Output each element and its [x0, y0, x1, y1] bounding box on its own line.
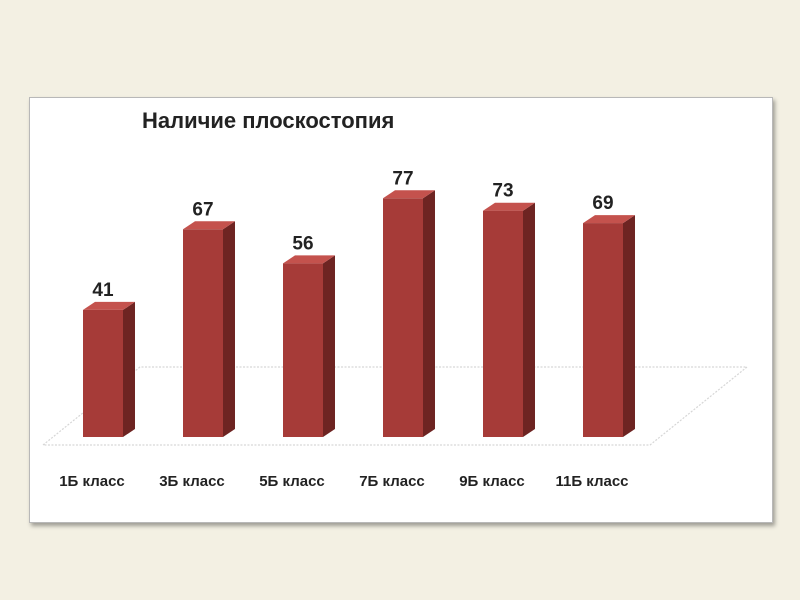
bar-front — [583, 223, 623, 437]
bar-front — [183, 229, 223, 437]
data-label: 69 — [592, 193, 613, 214]
bar-3 — [283, 255, 335, 437]
category-label: 7Б класс — [359, 473, 425, 490]
bars-layer — [83, 190, 635, 437]
chart-title: Наличие плоскостопия — [142, 108, 394, 133]
bar-top — [383, 190, 435, 199]
bar-chart: Наличие плоскостопия 41 67 56 77 73 69 1Б кла… — [41, 108, 749, 490]
chart-frame: Наличие плоскостопия 41 67 56 77 73 69 1Б кла… — [29, 97, 773, 523]
data-labels-layer: 41 67 56 77 73 69 — [92, 168, 613, 301]
bar-front — [283, 263, 323, 437]
bar-side — [323, 255, 335, 437]
category-label: 9Б класс — [459, 473, 525, 490]
bar-top — [283, 255, 335, 264]
bar-4 — [383, 190, 435, 437]
bar-2 — [183, 221, 235, 437]
bar-top — [183, 221, 235, 230]
bar-side — [423, 190, 435, 437]
data-label: 73 — [492, 181, 513, 202]
category-label: 3Б класс — [159, 473, 225, 490]
data-label: 67 — [192, 199, 213, 220]
bar-side — [623, 215, 635, 437]
bar-front — [483, 210, 523, 437]
bar-top — [83, 301, 135, 310]
bar-side — [223, 221, 235, 437]
bar-front — [83, 309, 123, 437]
data-label: 56 — [292, 233, 313, 254]
bar-5 — [483, 202, 535, 437]
bar-top — [483, 202, 535, 211]
category-labels-layer: 1Б класс 3Б класс 5Б класс 7Б класс 9Б класс… — [59, 473, 628, 490]
data-label: 41 — [92, 280, 114, 301]
bar-side — [123, 301, 135, 437]
bar-front — [383, 198, 423, 437]
data-label: 77 — [392, 168, 413, 189]
category-label: 5Б класс — [259, 473, 325, 490]
bar-6 — [583, 215, 635, 437]
bar-side — [523, 202, 535, 437]
bar-top — [583, 215, 635, 224]
bar-1 — [83, 301, 135, 437]
category-label: 1Б класс — [59, 473, 125, 490]
category-label: 11Б класс — [555, 473, 628, 490]
